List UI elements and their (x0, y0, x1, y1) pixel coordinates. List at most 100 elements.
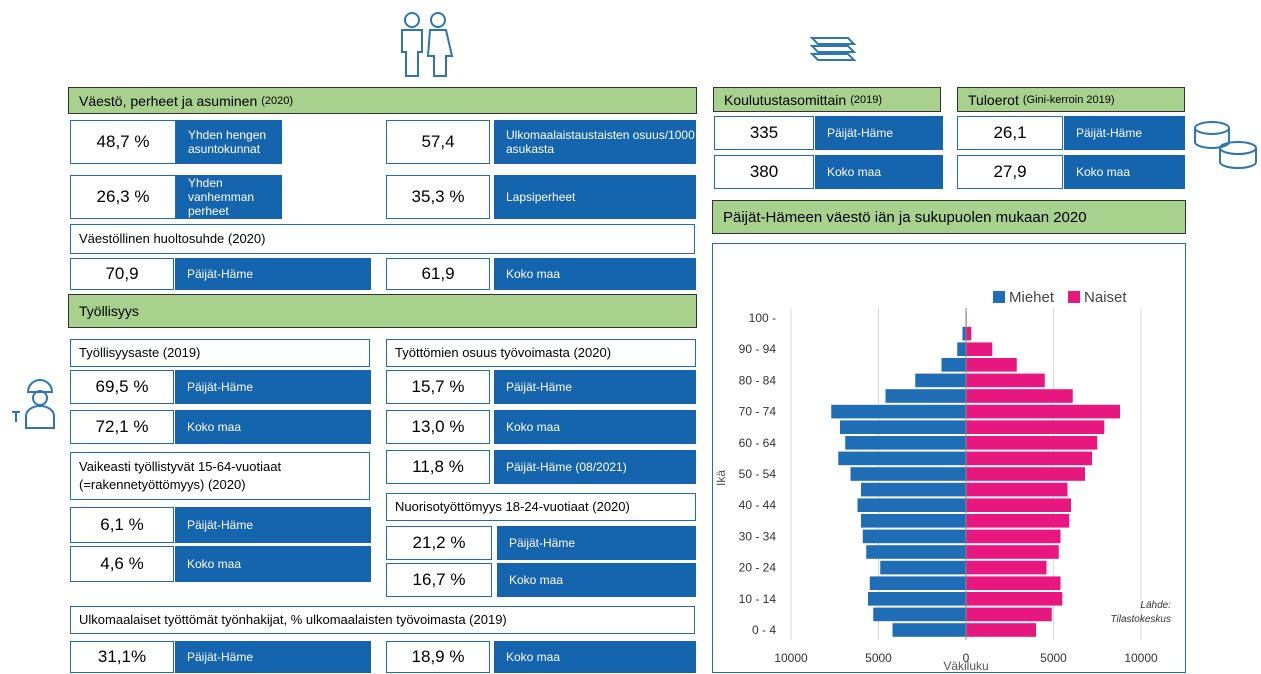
stat-value: 16,7 % (386, 563, 492, 597)
bar (850, 467, 966, 481)
stat-label: Päijät-Häme (175, 370, 371, 404)
annotation: Lähde: (1140, 600, 1171, 611)
text: (2019) (850, 93, 882, 106)
stat-label: Koko maa (494, 641, 696, 673)
text: 13,0 % (411, 417, 465, 436)
y-tick-label: 0 - 4 (752, 623, 776, 637)
stat-value: 335 (714, 116, 814, 150)
text: 35,3 % (411, 187, 465, 206)
stat-value: 6,1 % (70, 507, 174, 543)
stat-value: 72,1 % (70, 410, 174, 444)
bar (966, 358, 1017, 372)
legend-swatch (993, 291, 1005, 303)
text: Työllisyys (79, 303, 139, 319)
stat-label: Lapsiperheet (494, 175, 696, 219)
stat-value: 15,7 % (386, 370, 490, 404)
text: (Gini-kerroin 2019) (1022, 93, 1115, 106)
stat-label: Päijät-Häme (815, 116, 943, 150)
x-tick-label: 5000 (865, 651, 892, 665)
text: 26,1 (993, 123, 1027, 142)
stat-label: Koko maa (175, 410, 371, 444)
stat-label: Koko maa (175, 546, 371, 582)
stat-label: Koko maa (815, 155, 943, 189)
text: 335 (749, 123, 779, 142)
stat-value: 21,2 % (386, 526, 492, 560)
stat-value: 48,7 % (70, 120, 176, 164)
y-axis-label: Ikä (714, 470, 728, 486)
stat-value: 26,3 % (70, 175, 176, 219)
text: Koko maa (1076, 165, 1131, 179)
stat-label: Koko maa (497, 563, 696, 597)
text: Ulkomaalaiset työttömät työnhakijat, % u… (79, 612, 507, 627)
text: 11,8 % (412, 457, 464, 476)
legend-swatch (1068, 291, 1081, 303)
box-title: Nuorisotyöttömyys 18-24-vuotiaat (2020) (386, 493, 696, 521)
bar (966, 342, 993, 356)
bar (892, 623, 966, 637)
stat-value: 11,8 % (386, 450, 490, 484)
bar (966, 514, 1070, 528)
text: Koko maa (506, 267, 561, 281)
section-header: Väestö, perheet ja asuminen (2020) (68, 87, 697, 114)
text: Koko maa (827, 165, 882, 179)
y-tick-label: 40 - 44 (739, 498, 777, 512)
section-header: Tuloerot (Gini-kerroin 2019) (957, 87, 1185, 112)
bar (845, 436, 966, 450)
y-tick-label: 80 - 84 (739, 373, 777, 387)
text: 61,9 (421, 264, 455, 283)
stat-value: 27,9 (957, 155, 1063, 189)
y-tick-label: 30 - 34 (739, 529, 777, 543)
stat-value: 70,9 (70, 258, 174, 290)
text: Päijät-Häme (509, 536, 576, 550)
stat-value: 18,9 % (386, 641, 490, 673)
bar (966, 404, 1120, 419)
bar (966, 420, 1105, 434)
bar (966, 326, 972, 341)
text: 69,5 % (95, 377, 149, 396)
stat-value: 380 (714, 155, 814, 189)
text: Väestöllinen huoltosuhde (2020) (79, 231, 266, 246)
bar (966, 592, 1063, 606)
stat-label: Päijät-Häme (175, 641, 371, 673)
text: 26,3 % (96, 187, 150, 206)
text: 31,1% (97, 647, 147, 666)
stat-value: 69,5 % (70, 370, 174, 404)
bar (957, 342, 966, 356)
bar (966, 373, 1045, 388)
text: 380 (749, 162, 779, 181)
bar (857, 498, 966, 512)
y-tick-label: 60 - 64 (739, 436, 777, 450)
bar (966, 482, 1068, 497)
text: 27,9 (993, 162, 1027, 181)
bar (838, 451, 966, 466)
bar (869, 576, 966, 590)
text: Päijät-Hämeen väestö iän ja sukupuolen m… (723, 208, 1087, 226)
text: Päijät-Häme (187, 267, 254, 281)
text: Koko maa (506, 650, 561, 664)
text: Päijät-Häme (187, 380, 254, 394)
stat-label: Koko maa (494, 258, 696, 290)
text: 70,9 (105, 264, 139, 283)
bar (966, 576, 1061, 590)
text: Koko maa (509, 573, 564, 587)
text: 57,4 (421, 132, 455, 151)
y-tick-label: 20 - 24 (739, 561, 777, 575)
stat-value: 31,1% (70, 641, 174, 673)
bar (966, 545, 1059, 559)
y-tick-label: 70 - 74 (739, 405, 777, 419)
bar (966, 529, 1061, 544)
y-tick-label: 100 - (749, 311, 776, 325)
text: Päijät-Häme (506, 380, 573, 394)
stat-label: Päijät-Häme (1064, 116, 1185, 150)
bar (915, 373, 966, 388)
text: 16,7 % (412, 570, 466, 589)
x-tick-label: 10000 (1124, 651, 1158, 665)
text: Lapsiperheet (506, 190, 576, 204)
section-header: Koulutustasomittain (2019) (713, 87, 941, 112)
y-tick-label: 90 - 94 (739, 342, 777, 356)
coins-icon (1194, 121, 1257, 169)
bar (966, 451, 1092, 466)
bar (861, 482, 966, 497)
text: Päijät-Häme (1076, 126, 1143, 140)
